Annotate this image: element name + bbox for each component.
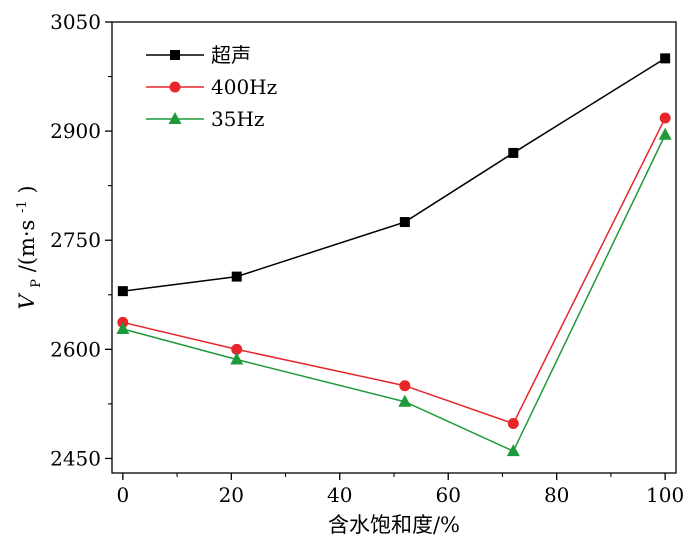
data-point	[506, 444, 520, 457]
x-tick-label: 60	[436, 483, 461, 507]
axis-tick-labels: 0 20 40 60 80 100 2450 2600 2750 2900 3050	[50, 10, 684, 507]
data-point	[659, 112, 671, 124]
data-point	[230, 352, 244, 365]
series-1	[117, 53, 671, 297]
y-tick-label: 2900	[50, 119, 101, 143]
data-point	[660, 53, 671, 64]
x-tick-label: 20	[219, 483, 244, 507]
x-tick-label: 0	[116, 483, 129, 507]
y-tick-label: 2450	[50, 446, 101, 470]
legend-entry: 35Hz	[146, 107, 264, 131]
legend-entry: 超声	[146, 43, 251, 67]
y-tick-label: 3050	[50, 10, 101, 34]
series-line	[122, 117, 666, 425]
legend-label: 超声	[211, 43, 251, 67]
y-axis-unit-close: )	[15, 185, 39, 193]
plot-frame	[111, 21, 677, 474]
series-3	[116, 127, 672, 457]
data-point	[398, 394, 412, 407]
axis-ticks	[105, 21, 666, 480]
data-point	[231, 343, 243, 355]
legend-entry: 400Hz	[146, 75, 277, 99]
series-line	[122, 134, 666, 453]
data-point	[117, 286, 128, 297]
data-point	[508, 147, 519, 158]
x-tick-label: 40	[327, 483, 352, 507]
data-point	[658, 127, 672, 140]
legend: 超声 400Hz 35Hz	[146, 43, 277, 131]
legend-marker	[168, 112, 182, 124]
y-axis-unit-sup: -1	[15, 200, 30, 213]
y-axis-title-text: V P /(m·s -1 )	[7, 185, 45, 309]
y-axis-unit-open: /(m·s	[15, 220, 39, 273]
series-line	[122, 57, 666, 292]
y-axis-title: V P /(m·s -1 )	[7, 185, 45, 309]
legend-marker	[170, 50, 180, 60]
series-2	[117, 112, 671, 430]
series-layer	[116, 53, 672, 457]
legend-label: 400Hz	[211, 75, 277, 99]
y-axis-subscript: P	[29, 279, 44, 288]
data-point	[116, 321, 130, 334]
data-point	[507, 418, 519, 430]
x-tick-label: 100	[646, 483, 684, 507]
x-tick-label: 80	[544, 483, 569, 507]
data-point	[399, 217, 410, 228]
data-point	[399, 380, 411, 392]
y-tick-label: 2750	[50, 228, 101, 252]
legend-label: 35Hz	[211, 107, 264, 131]
legend-marker	[169, 81, 181, 93]
y-tick-label: 2600	[50, 337, 101, 361]
data-point	[231, 271, 242, 282]
y-axis-symbol: V	[15, 293, 39, 310]
x-axis-title: 含水饱和度/%	[328, 513, 460, 537]
